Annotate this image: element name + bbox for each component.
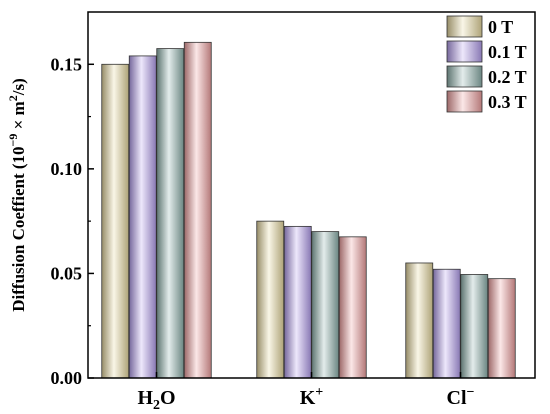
ticks-layer: 0.00 0.05 0.10 0.15 [51, 54, 462, 388]
bar-Cl-series-0 [405, 262, 434, 379]
y-tick-label: 0.15 [51, 54, 83, 74]
y-tick-label: 0.10 [51, 159, 83, 179]
legend-swatch [446, 90, 483, 113]
y-tick-label: 0.00 [51, 368, 83, 388]
bar-Cl-series-1 [432, 268, 461, 379]
category-labels: H2O K+ Cl− [137, 385, 474, 413]
y-axis-title: Diffusion Coeffient (10−9 × m2/s) [6, 78, 28, 311]
legend-label: 0 T [488, 17, 513, 37]
category-label: Cl− [447, 385, 475, 409]
bar-Cl-series-2 [460, 274, 489, 379]
legend-swatch [446, 40, 483, 63]
bar-H2O-series-0 [101, 63, 130, 379]
bar-K-series-1 [283, 225, 312, 379]
legend-label: 0.2 T [488, 67, 527, 87]
bar-H2O-series-2 [156, 48, 185, 379]
legend: 0 T 0.1 T 0.2 T 0.3 T [446, 15, 527, 113]
bars-layer [101, 41, 516, 379]
y-tick-label: 0.05 [51, 263, 83, 283]
y-axis-title-text: Diffusion Coeffient (10−9 × m2/s) [6, 78, 28, 311]
bar-K-series-3 [338, 236, 367, 379]
category-label: K+ [300, 385, 324, 409]
legend-label: 0.1 T [488, 42, 527, 62]
bar-K-series-0 [256, 220, 285, 379]
bar-H2O-series-1 [128, 55, 157, 379]
legend-swatch [446, 15, 483, 38]
bar-H2O-series-3 [183, 41, 212, 379]
bar-K-series-2 [311, 231, 340, 379]
bar-Cl-series-3 [487, 278, 516, 379]
legend-swatch [446, 65, 483, 88]
legend-label: 0.3 T [488, 92, 527, 112]
category-label: H2O [137, 387, 175, 413]
